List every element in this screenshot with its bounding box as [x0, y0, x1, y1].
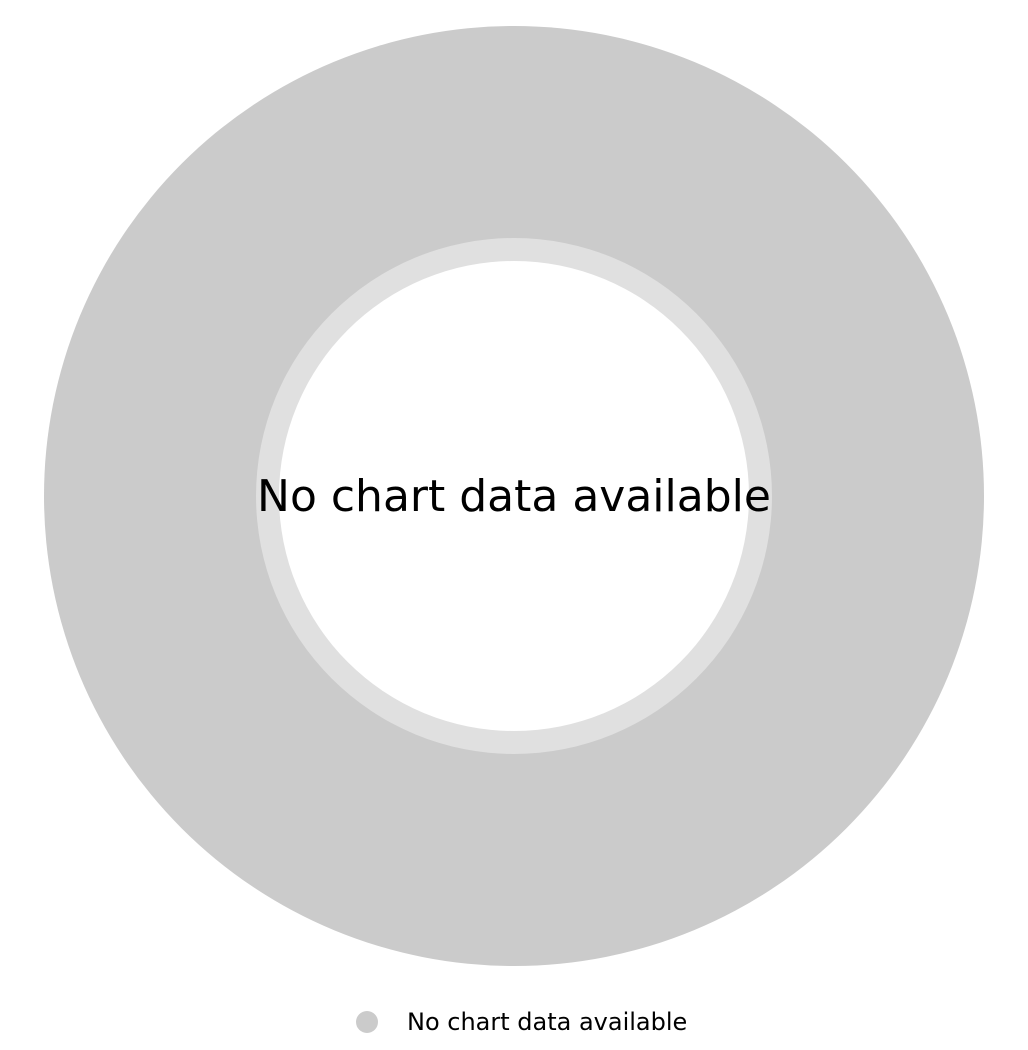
legend-label: No chart data available — [407, 1008, 687, 1036]
legend-marker — [356, 1011, 378, 1033]
legend: No chart data available — [356, 1008, 687, 1036]
center-label: No chart data available — [257, 471, 771, 522]
donut-hole — [279, 261, 749, 731]
